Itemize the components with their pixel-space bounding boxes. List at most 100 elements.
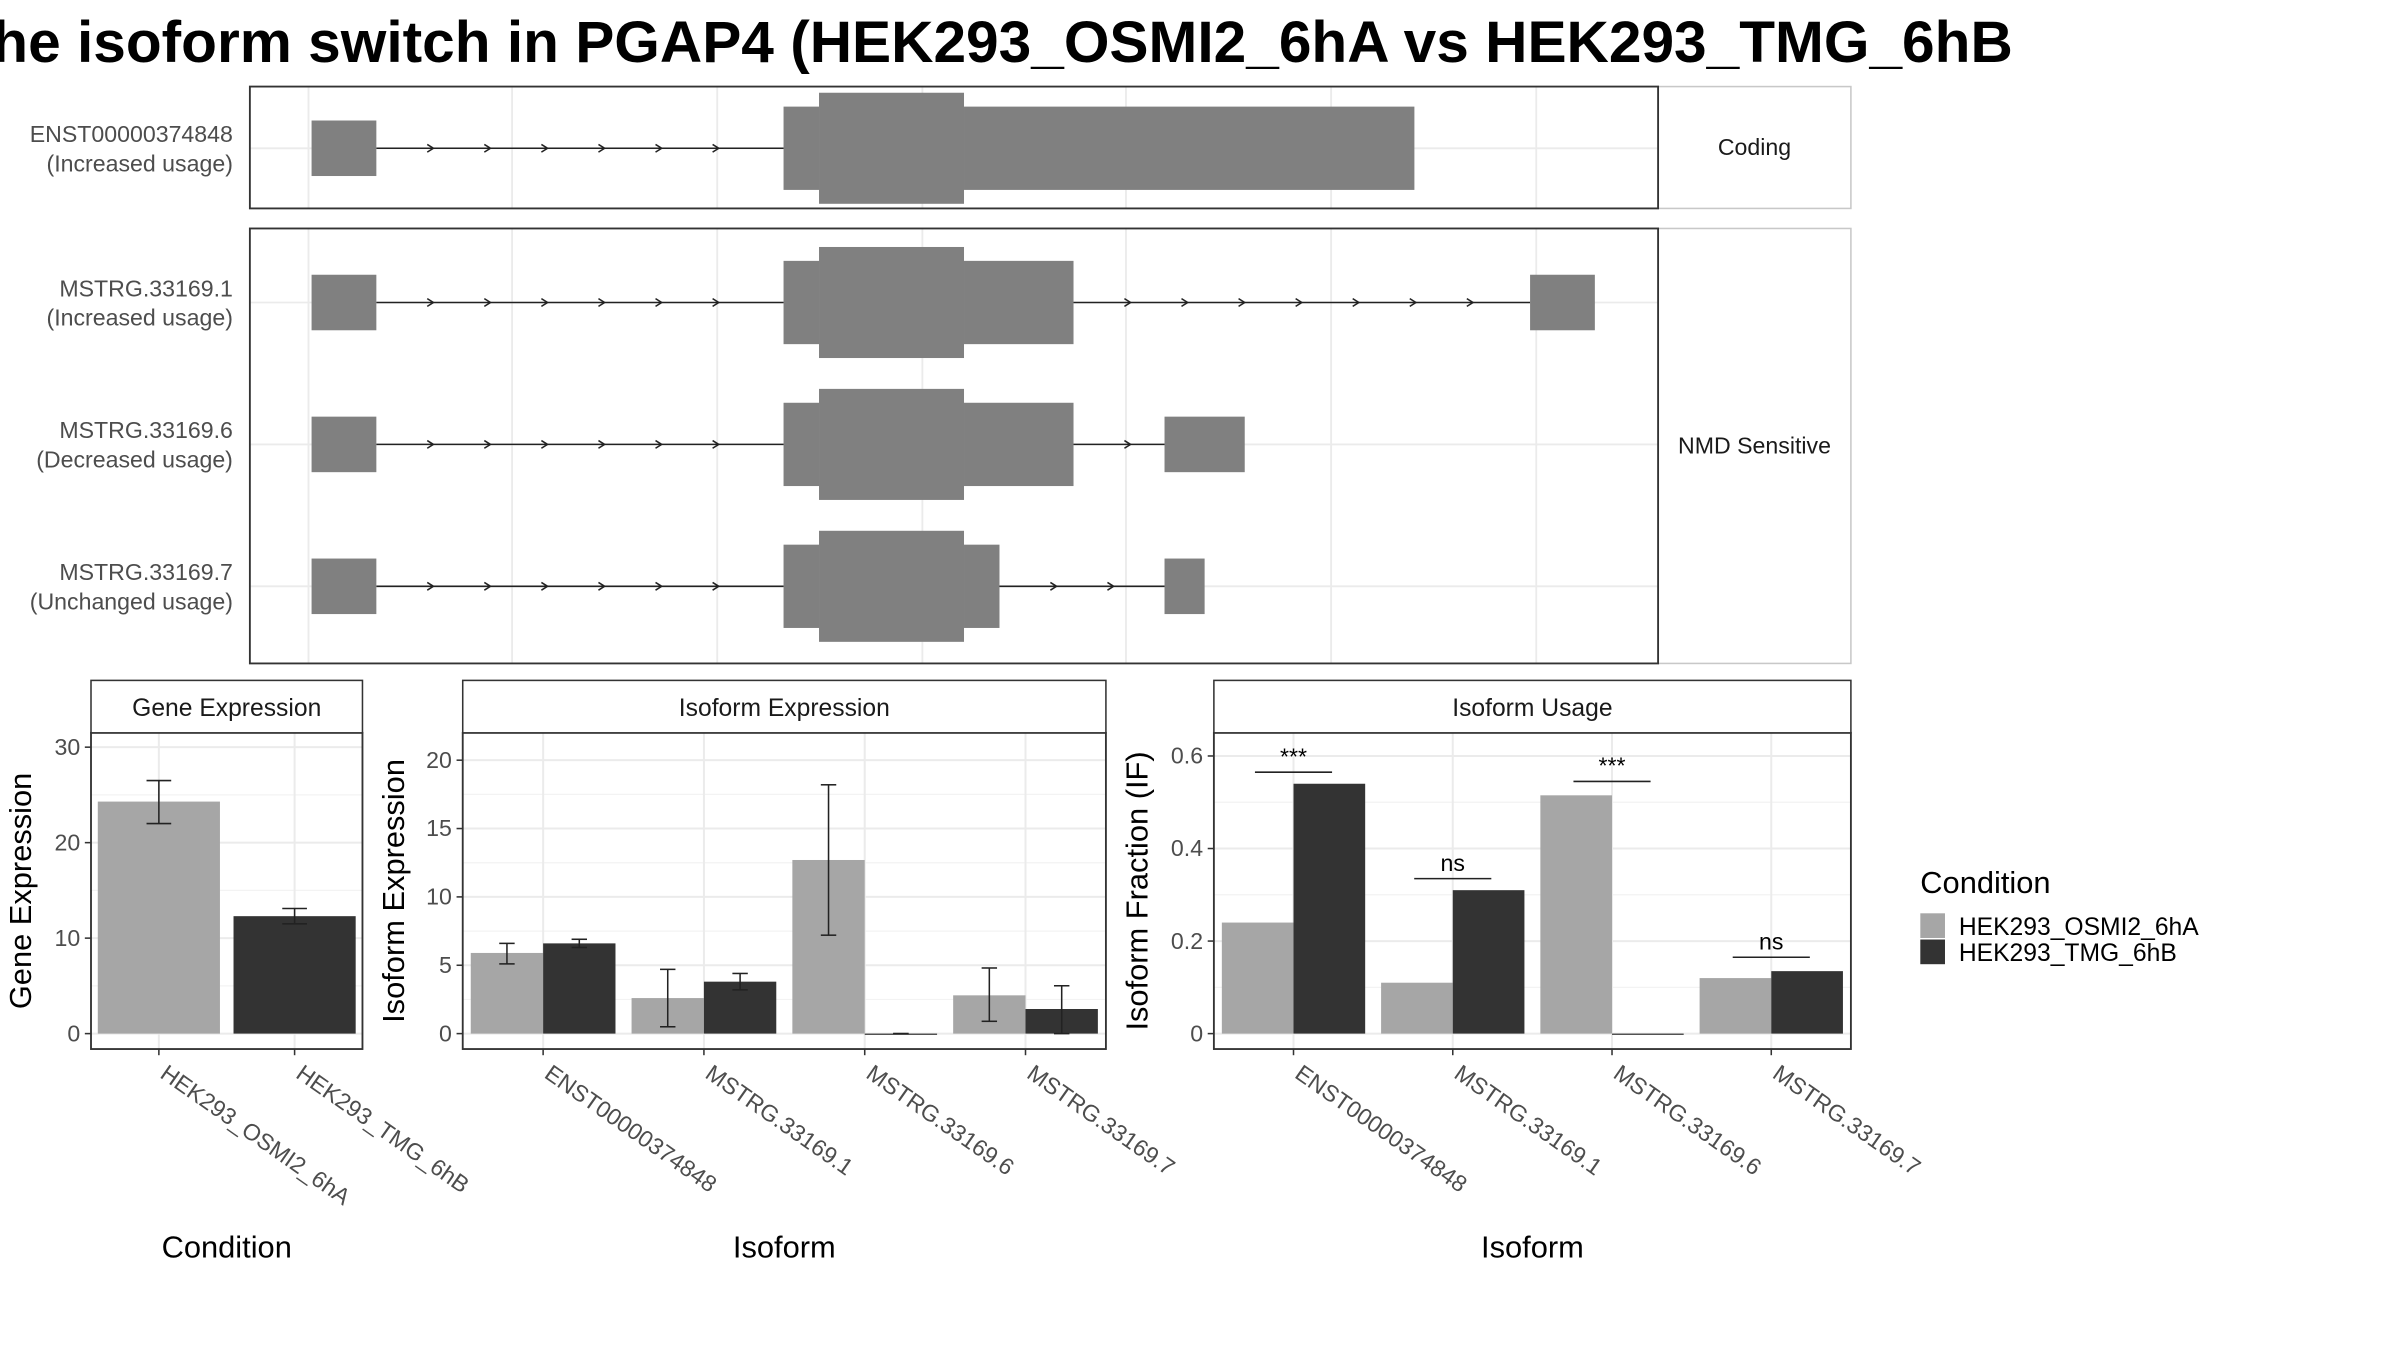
facet-strip [1657, 227, 1852, 665]
y-tick-label: 0 [439, 1020, 452, 1046]
legend-label-tmg: HEK293_TMG_6hB [1959, 940, 2177, 967]
intron-arrow [1295, 297, 1304, 308]
y-axis-title: Isoform Fraction (IF) [1120, 751, 1155, 1030]
x-tick-label: MSTRG.33169.7 [1023, 1060, 1180, 1181]
isoform-expression-panel: Isoform Expression 0 5 10 15 20 ENST0000037484… [376, 679, 1180, 1264]
bar-tmg [1612, 1033, 1684, 1035]
x-tick-label: MSTRG.33169.1 [701, 1060, 858, 1181]
legend-label-osmi2: HEK293_OSMI2_6hA [1959, 914, 2199, 941]
legend-key-tmg [1920, 939, 1945, 965]
intron-arrow [1238, 297, 1247, 308]
y-tick-label: 20 [54, 829, 80, 855]
panel-strip-title: Isoform Usage [1452, 695, 1612, 722]
transcript-usage-label: (Decreased usage) [36, 447, 233, 473]
transcript-usage-label: (Unchanged usage) [30, 588, 233, 614]
bar-osmi2 [97, 801, 220, 1034]
y-tick-label: 30 [54, 734, 80, 760]
intron-arrow [712, 439, 721, 449]
x-axis-title: Condition [162, 1229, 292, 1264]
bar-osmi2 [1381, 982, 1453, 1034]
intron-arrow [655, 439, 664, 449]
x-tick-label: MSTRG.33169.1 [1450, 1060, 1607, 1181]
intron-arrow [1181, 297, 1190, 308]
transcript-label: MSTRG.33169.1 [59, 275, 233, 301]
bar-tmg [1452, 890, 1525, 1034]
intron-arrow [598, 439, 607, 449]
panel-strip [90, 679, 364, 734]
y-tick-label: 20 [426, 747, 452, 773]
transcript-usage-label: (Increased usage) [47, 150, 233, 176]
exon-block [783, 106, 820, 190]
intron-arrow [598, 297, 607, 308]
x-axis-title: Isoform [733, 1229, 836, 1264]
intron-arrow [598, 143, 607, 153]
exon-block [964, 402, 1074, 487]
intron-arrow [1466, 297, 1475, 308]
bar-osmi2 [1221, 922, 1294, 1034]
exon-block [1530, 274, 1595, 331]
intron-arrow [655, 143, 664, 153]
exon-block [1164, 558, 1205, 615]
y-tick-label: 0.2 [1171, 928, 1203, 954]
y-tick-label: 15 [426, 815, 452, 841]
intron-arrow [1049, 581, 1059, 591]
exon-block [819, 246, 965, 359]
intron-arrow [598, 581, 607, 591]
exon-block [783, 544, 820, 628]
y-tick-label: 0.6 [1171, 743, 1203, 769]
bar-tmg [543, 943, 616, 1034]
y-tick-label: 10 [54, 925, 80, 951]
exon-block [819, 388, 965, 500]
facet-strip-label: NMD Sensitive [1678, 433, 1831, 459]
bar-tmg [233, 916, 356, 1034]
transcript-label: MSTRG.33169.7 [59, 559, 233, 585]
intron-arrow [540, 143, 550, 153]
y-tick-label: 0.4 [1171, 835, 1203, 861]
transcript-structure-panel: Coding ENST00000374848 (Increased usage) NM… [30, 85, 1852, 665]
significance-label: ns [1759, 929, 1783, 955]
intron-arrow [1124, 297, 1133, 308]
intron-arrow [1352, 297, 1361, 308]
exon-block [311, 120, 377, 177]
intron-arrow [426, 581, 435, 591]
intron-arrow [426, 439, 435, 449]
x-tick-label: MSTRG.33169.6 [862, 1060, 1019, 1181]
x-tick-label: MSTRG.33169.6 [1609, 1060, 1766, 1181]
intron-arrow [1124, 439, 1133, 449]
intron-arrow [540, 439, 550, 449]
intron-arrow [655, 297, 664, 308]
significance-label: *** [1280, 743, 1307, 769]
exon-block [783, 260, 820, 345]
exon-block [819, 530, 965, 642]
intron-arrow [1107, 581, 1116, 591]
panel-strip-title: Gene Expression [132, 695, 321, 722]
bar-tmg [1293, 783, 1366, 1034]
bar-osmi2 [1540, 795, 1613, 1034]
y-tick-label: 0 [1190, 1020, 1203, 1046]
exon-block [783, 402, 820, 487]
intron-arrow [483, 297, 492, 308]
intron-arrow [426, 297, 435, 308]
isoform-usage-panel: *** ns *** ns Isoform Usage 0 0.2 0.4 0.6 ENST000… [1120, 679, 1925, 1264]
intron-arrow [426, 143, 435, 153]
title-group: he isoform switch in PGAP4 (HEK293_OSMI2… [0, 10, 2013, 75]
facet-strip [1657, 85, 1852, 210]
exon-block [819, 92, 965, 204]
figure-title: he isoform switch in PGAP4 (HEK293_OSMI2… [0, 10, 2013, 75]
x-axis-title: Isoform [1481, 1229, 1584, 1264]
exon-block [964, 106, 1415, 190]
exon-block [311, 274, 377, 331]
legend-title: Condition [1920, 865, 2050, 900]
exon-block [1164, 416, 1245, 473]
intron-arrow [712, 581, 721, 591]
y-axis-title: Gene Expression [3, 773, 38, 1009]
transcript-usage-label: (Increased usage) [47, 305, 233, 331]
x-tick-label: MSTRG.33169.7 [1768, 1060, 1925, 1181]
bar-osmi2 [1699, 978, 1772, 1034]
structure-panel-border [248, 85, 1660, 210]
x-tick-label: ENST00000374848 [1291, 1060, 1472, 1198]
significance-label: ns [1441, 850, 1465, 876]
transcript-label: MSTRG.33169.6 [59, 417, 233, 443]
y-tick-label: 5 [439, 952, 452, 978]
